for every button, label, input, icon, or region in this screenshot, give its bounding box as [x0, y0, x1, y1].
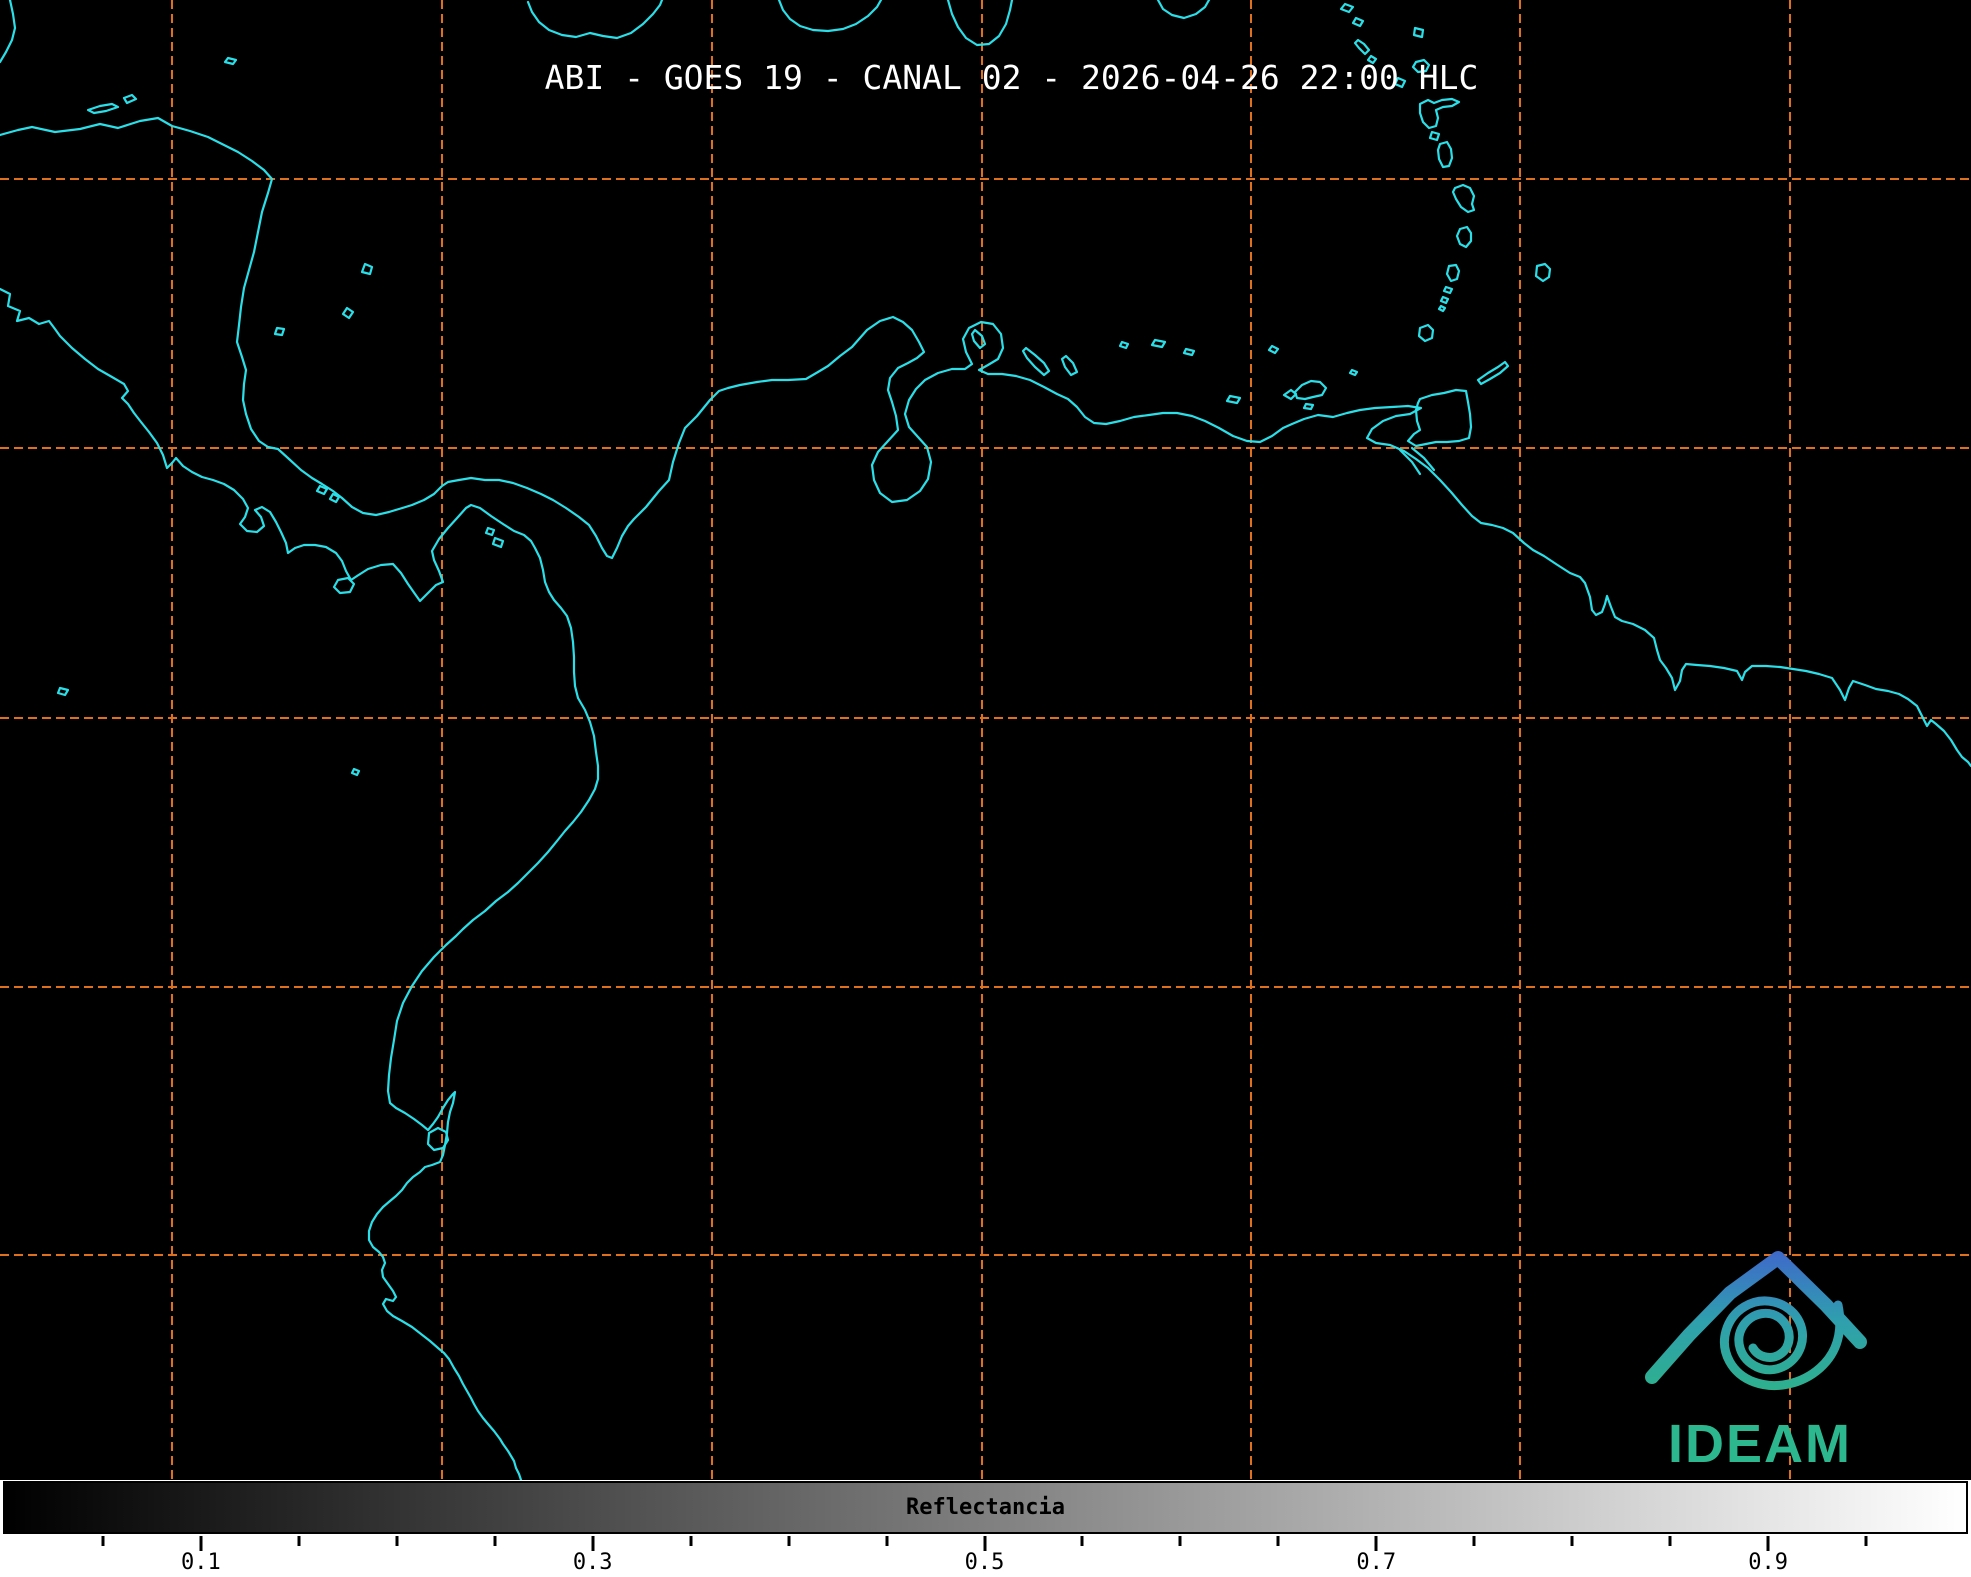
coastline-path	[1060, 354, 1079, 377]
coastline-path	[315, 484, 329, 496]
coastline-path	[1406, 388, 1473, 448]
logo-mountain-icon	[1645, 1251, 1867, 1384]
ideam-logo: IDEAM	[1645, 1251, 1867, 1474]
coastline-path	[1451, 183, 1476, 214]
coastline-path	[86, 102, 120, 115]
colorbar-minor-tick	[101, 1536, 105, 1546]
colorbar-major-tick	[983, 1536, 986, 1551]
colorbar-tick-label: 0.5	[964, 1550, 1005, 1575]
colorbar-tick-label: 0.1	[181, 1550, 221, 1575]
colorbar-minor-tick	[1570, 1536, 1574, 1546]
coastline-path	[0, 0, 17, 64]
coastline-path	[1476, 360, 1510, 386]
coastline-path	[970, 328, 987, 350]
coastline-path	[341, 306, 355, 320]
coastline-path	[1118, 340, 1130, 350]
colorbar-minor-tick	[787, 1536, 791, 1546]
coastline-path	[0, 287, 600, 1480]
colorbar-major-tick	[591, 1536, 595, 1551]
image-title: ABI - GOES 19 - CANAL 02 - 2026-04-26 22…	[544, 58, 1479, 97]
coastline-path	[56, 686, 70, 697]
coastline-path	[1302, 402, 1315, 411]
coastline-path	[273, 326, 286, 337]
colorbar-tick-label: 0.9	[1748, 1550, 1788, 1575]
coastline-path	[1225, 394, 1242, 405]
coastline-path	[491, 536, 505, 549]
coastline-path	[1439, 295, 1450, 305]
colorbar-minor-tick	[1864, 1536, 1868, 1546]
colorbar-minor-tick	[1080, 1536, 1084, 1546]
satellite-map: IDEAM ABI - GOES 19 - CANAL 02 - 2026-04…	[0, 0, 1971, 1480]
coastline-path	[1353, 38, 1371, 56]
colorbar-minor-tick	[1668, 1536, 1672, 1546]
coastline-path	[1351, 16, 1365, 28]
coastline-path	[1412, 26, 1425, 39]
colorbar-tick-label: 0.7	[1356, 1550, 1397, 1575]
colorbar-major-tick	[199, 1536, 203, 1551]
colorbar-minor-tick	[297, 1536, 301, 1546]
coastline-path	[1417, 323, 1435, 343]
graticule-grid	[0, 0, 1971, 1480]
coastline-path	[426, 1126, 450, 1152]
coastline-path	[1411, 58, 1431, 74]
colorbar-major-tick	[1766, 1536, 1770, 1551]
coastline-path	[1393, 76, 1407, 89]
colorbar-section: Reflectancia 0.1 0.3 0.5 0.7 0.9	[0, 1480, 1971, 1577]
coastline-path	[1339, 2, 1355, 14]
coastline-path	[1455, 225, 1473, 249]
colorbar-gradient	[5, 1483, 1966, 1532]
coastline-path	[1366, 54, 1378, 65]
coastline-path	[1156, 0, 1211, 20]
coastline-path	[1428, 130, 1441, 142]
colorbar-minor-tick	[1276, 1536, 1280, 1546]
coastline-path	[1282, 388, 1298, 401]
coastline-path	[1442, 285, 1454, 295]
coastline-path	[328, 492, 341, 504]
coastline-path	[484, 526, 496, 537]
coastline-path	[360, 262, 374, 276]
coastline-path	[1267, 344, 1280, 355]
map-canvas: IDEAM	[0, 0, 1971, 1480]
coastline-path	[1182, 347, 1196, 357]
colorbar-minor-tick	[689, 1536, 693, 1546]
coastline-path	[122, 93, 138, 105]
coastline-path	[1410, 446, 1436, 472]
coastline-path	[1436, 140, 1454, 169]
colorbar-minor-tick	[885, 1536, 889, 1546]
coastline-path	[1398, 448, 1422, 476]
coastline-path	[526, 0, 664, 40]
coastline-path	[1293, 379, 1328, 401]
coastline-path	[1534, 262, 1552, 283]
coastline-path	[1348, 368, 1359, 377]
reflectance-colorbar	[3, 1481, 1968, 1534]
colorbar-tick-label: 0.3	[572, 1550, 613, 1575]
coastline-path	[946, 0, 1014, 47]
coastline-path	[0, 116, 1971, 768]
coastlines	[0, 0, 1971, 1480]
coastline-path	[1445, 263, 1461, 283]
coastline-path	[777, 0, 883, 33]
colorbar-minor-tick	[493, 1536, 497, 1546]
coastline-path	[1418, 97, 1461, 130]
coastline-path	[223, 56, 238, 66]
colorbar-minor-tick	[1178, 1536, 1182, 1546]
coastline-path	[1437, 304, 1447, 313]
logo-text: IDEAM	[1668, 1414, 1852, 1474]
coastline-path	[350, 767, 361, 777]
logo-hurricane-spiral-icon	[1720, 1296, 1845, 1390]
colorbar-minor-tick	[395, 1536, 399, 1546]
colorbar-major-tick	[1374, 1536, 1378, 1551]
coastline-path	[1021, 346, 1051, 377]
coastline-path	[332, 576, 356, 595]
coastline-path	[1150, 338, 1167, 349]
colorbar-minor-tick	[1472, 1536, 1476, 1546]
